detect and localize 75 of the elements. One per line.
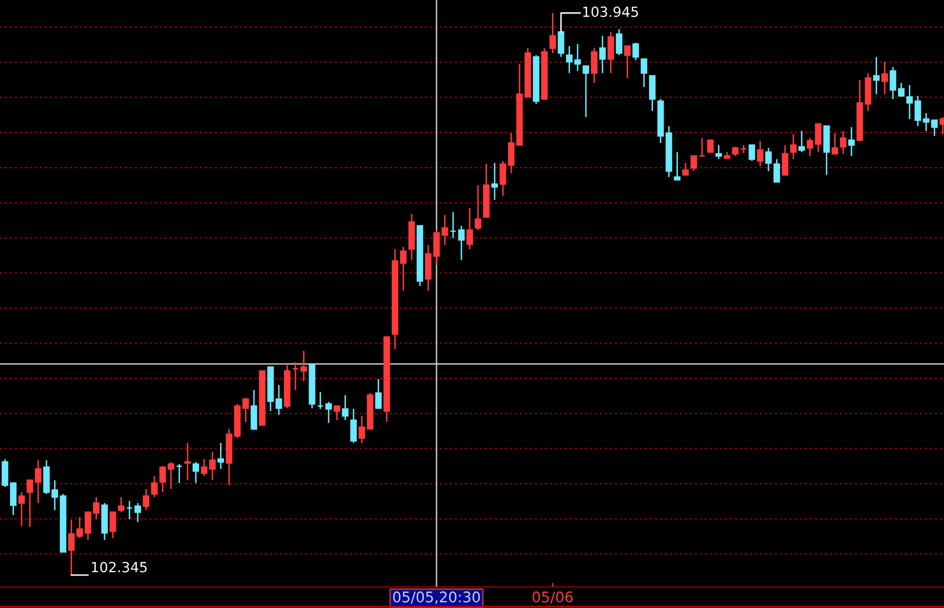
candlestick [873, 56, 880, 95]
candlestick [815, 123, 822, 153]
candlestick [375, 378, 382, 409]
candlestick [608, 31, 614, 74]
candlestick [890, 66, 896, 100]
candlestick [134, 502, 142, 523]
candlestick [342, 394, 348, 421]
candlestick [624, 45, 631, 79]
candlestick [250, 389, 258, 431]
x-tick-label: 05/05,20:30 [393, 591, 480, 604]
candlestick [558, 31, 564, 58]
candlestick [458, 225, 465, 261]
candlestick [176, 463, 183, 484]
candlestick [192, 461, 200, 484]
candlestick [756, 140, 764, 167]
candlestick [707, 139, 714, 153]
candlestick [325, 401, 332, 424]
candlestick [740, 144, 747, 154]
candlestick [93, 496, 100, 520]
annotation: 103.945 [583, 6, 638, 18]
candlestick [590, 47, 598, 84]
candlestick [491, 162, 498, 201]
candlestick [500, 160, 506, 197]
candlestick [10, 482, 17, 516]
candlestick [690, 155, 698, 172]
candlestick [748, 144, 756, 162]
candlestick [715, 144, 722, 160]
candlestick [317, 391, 324, 410]
candlestick [217, 442, 224, 470]
candlestick [184, 442, 191, 481]
candlestick [151, 475, 158, 498]
candlestick [334, 405, 340, 421]
candlestick [466, 207, 473, 250]
candlestick [52, 480, 58, 511]
annotation: 102.345 [92, 562, 147, 572]
candlestick [474, 184, 482, 231]
candlestick [582, 65, 590, 118]
candlestick [300, 350, 308, 382]
candlestick [616, 28, 622, 56]
candlestick [110, 511, 116, 539]
candlestick [142, 488, 150, 511]
candlestick [698, 137, 706, 157]
candlestick [649, 75, 656, 112]
candlestick [790, 133, 797, 160]
candlestick [574, 43, 581, 72]
candlestick [798, 130, 805, 153]
candlestick [599, 35, 606, 74]
x-tick-label: 05/06 [532, 591, 573, 604]
candlestick [34, 459, 42, 504]
candlestick [450, 211, 456, 239]
candlestick [566, 45, 573, 74]
candlestick [674, 151, 680, 181]
candlestick [898, 82, 905, 97]
candlestick [350, 408, 357, 444]
candlestick [765, 147, 772, 172]
candlestick [242, 397, 249, 423]
candlestick [358, 415, 366, 444]
candlestick [832, 132, 838, 155]
candlestick [782, 144, 788, 176]
candlestick [848, 126, 855, 157]
candlestick [840, 130, 846, 155]
candlestick [549, 12, 556, 54]
candlestick [2, 458, 8, 488]
candlestick [632, 42, 639, 61]
candlestick [774, 158, 780, 183]
candlestick [881, 61, 888, 95]
candlestick [640, 58, 648, 88]
candlestick [68, 519, 75, 576]
candlestick [292, 361, 299, 391]
candlestick [126, 500, 133, 520]
candlestick [18, 491, 25, 527]
candlestick [118, 496, 124, 513]
candlestick [26, 480, 34, 528]
candlestick [682, 162, 689, 176]
candlestick [806, 137, 814, 157]
